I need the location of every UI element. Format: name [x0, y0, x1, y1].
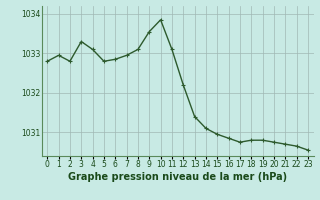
X-axis label: Graphe pression niveau de la mer (hPa): Graphe pression niveau de la mer (hPa): [68, 172, 287, 182]
